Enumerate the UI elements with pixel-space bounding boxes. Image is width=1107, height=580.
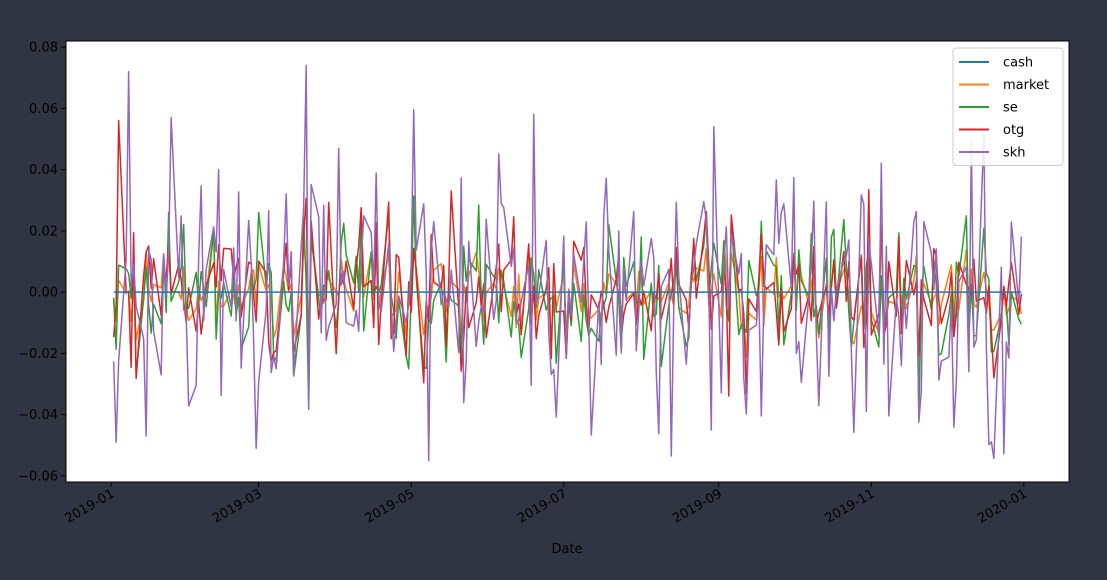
y-axis: 0.08 0.06 0.04 0.02 0.00 −0.02 −0.04 −0.06 <box>18 41 66 484</box>
y-tick-label: 0.02 <box>29 224 58 239</box>
y-tick-label: 0.08 <box>29 41 58 56</box>
x-tick-label: 2019-03 <box>210 486 265 526</box>
y-tick-label: −0.06 <box>18 469 58 484</box>
series-line-skh <box>112 64 1023 462</box>
x-tick-label: 2020-01 <box>975 486 1030 526</box>
legend-label-se: se <box>1003 101 1018 116</box>
y-tick-label: −0.02 <box>18 347 58 362</box>
y-tick-label: 0.00 <box>29 286 58 301</box>
legend-label-cash: cash <box>1003 56 1033 71</box>
y-tick-label: 0.04 <box>29 163 58 178</box>
x-axis-label: Date <box>551 542 582 557</box>
legend: cash market se otg skh <box>952 47 1064 166</box>
x-axis: 2019-01 2019-03 2019-05 2019-07 2019-09 2019-… <box>63 482 1030 527</box>
x-tick-label: 2019-09 <box>670 486 725 526</box>
x-tick-label: 2019-05 <box>363 486 418 526</box>
plot-frame <box>65 40 1070 483</box>
legend-label-otg: otg <box>1003 123 1024 138</box>
y-tick-label: −0.04 <box>18 408 58 423</box>
x-tick-label: 2019-11 <box>823 486 878 526</box>
x-tick-label: 2019-07 <box>515 486 570 526</box>
series-layer <box>112 64 1023 462</box>
x-tick-label: 2019-01 <box>63 486 118 526</box>
y-tick-label: 0.06 <box>29 102 58 117</box>
legend-label-market: market <box>1003 78 1049 93</box>
legend-label-skh: skh <box>1003 146 1026 161</box>
legend-box <box>952 47 1064 166</box>
